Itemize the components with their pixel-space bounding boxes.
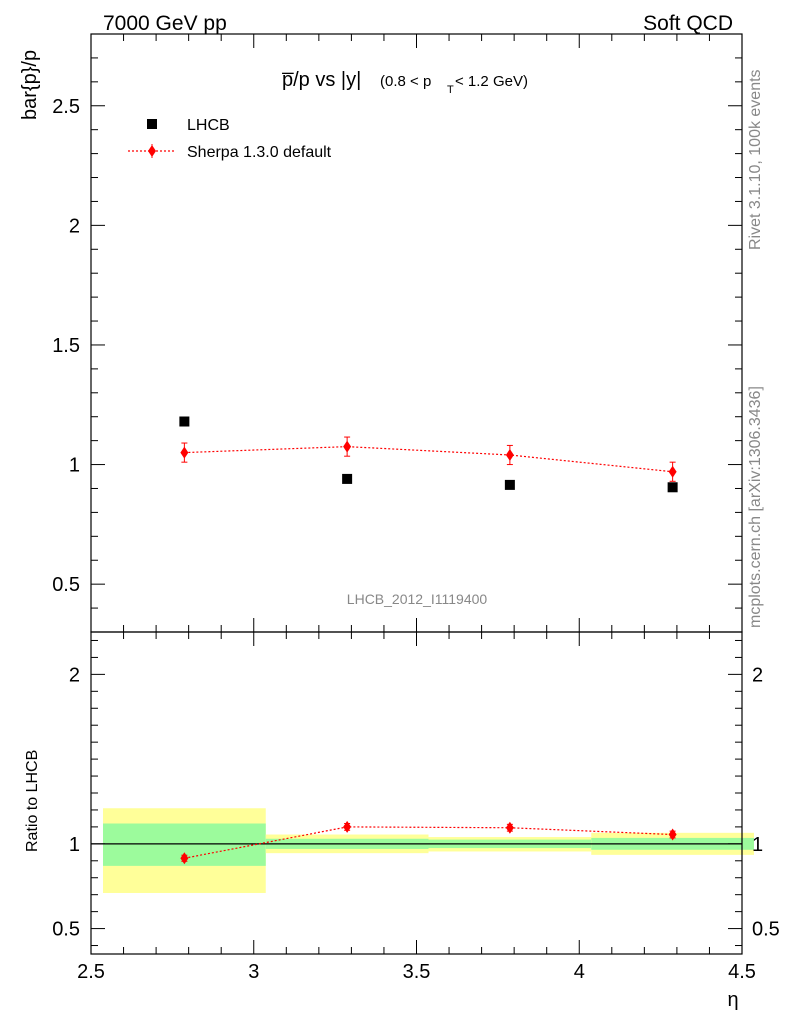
data-point [504, 479, 515, 490]
main-mc-point [343, 440, 352, 453]
data-point [667, 482, 678, 493]
header-energy: 7000 GeV pp [103, 12, 227, 35]
legend-label-mc: Sherpa 1.3.0 default [187, 144, 332, 161]
main-y-axis-label: bar{p}/p [19, 50, 41, 120]
ratio-mc-point [668, 828, 677, 841]
ratio-y-tick-label-right: 1 [752, 834, 763, 856]
legend: LHCB Sherpa 1.3.0 default [128, 117, 332, 161]
ratio-mc-point [343, 820, 352, 833]
legend-marker-data [147, 119, 157, 129]
analysis-watermark: LHCB_2012_I1119400 [347, 591, 488, 607]
main-title-suffix: (0.8 < p [380, 73, 431, 90]
x-tick-label: 3.5 [403, 961, 431, 983]
y-tick-label: 1.5 [52, 335, 80, 357]
data-point [179, 416, 190, 427]
header-category: Soft QCD [643, 12, 733, 35]
ratio-y-tick-label: 0.5 [52, 919, 80, 941]
y-tick-label: 2.5 [52, 96, 80, 118]
ratio-plot-frame [90, 631, 743, 955]
rivet-version-label: Rivet 3.1.10, 100k events [747, 69, 764, 250]
x-tick-label: 4 [574, 961, 585, 983]
main-title-subscript: T [447, 84, 454, 96]
ratio-panel: 0.5 0.5 1 1 2 2 Ratio to LHCB 2.5 3 3.5 4 4.5 η [24, 631, 780, 1011]
main-panel: 0.5 1 1.5 2 2.5 p̅/p vs |y| (0.8 < p T < 1.2… [19, 33, 743, 633]
y-tick-label: 2 [69, 215, 80, 237]
main-mc-line [184, 446, 673, 473]
main-mc-point [668, 465, 677, 478]
data-point [342, 473, 353, 484]
x-tick-label: 3 [248, 961, 259, 983]
x-axis-label: η [727, 989, 738, 1011]
ratio-mc-line [184, 826, 673, 859]
mcplots-label: mcplots.cern.ch [arXiv:1306.3436] [747, 386, 764, 628]
ratio-y-tick-label-right: 2 [752, 664, 763, 686]
ratio-y-tick-label: 1 [69, 834, 80, 856]
ratio-y-tick-label-right: 0.5 [752, 919, 780, 941]
y-tick-label: 1 [69, 455, 80, 477]
main-mc-point [180, 446, 189, 459]
ratio-y-tick-label: 2 [69, 664, 80, 686]
y-tick-label: 0.5 [52, 574, 80, 596]
ratio-mc-point [505, 821, 514, 834]
main-mc-point [505, 448, 514, 461]
legend-label-data: LHCB [187, 117, 230, 134]
main-title: p̅/p vs |y| [282, 69, 361, 91]
legend-marker-mc [148, 145, 156, 157]
ratio-y-axis-label: Ratio to LHCB [24, 750, 41, 852]
main-title-tail: < 1.2 GeV) [455, 73, 528, 90]
x-tick-label: 2.5 [77, 961, 105, 983]
x-tick-label: 4.5 [728, 961, 756, 983]
ratio-mc-point [180, 852, 189, 865]
